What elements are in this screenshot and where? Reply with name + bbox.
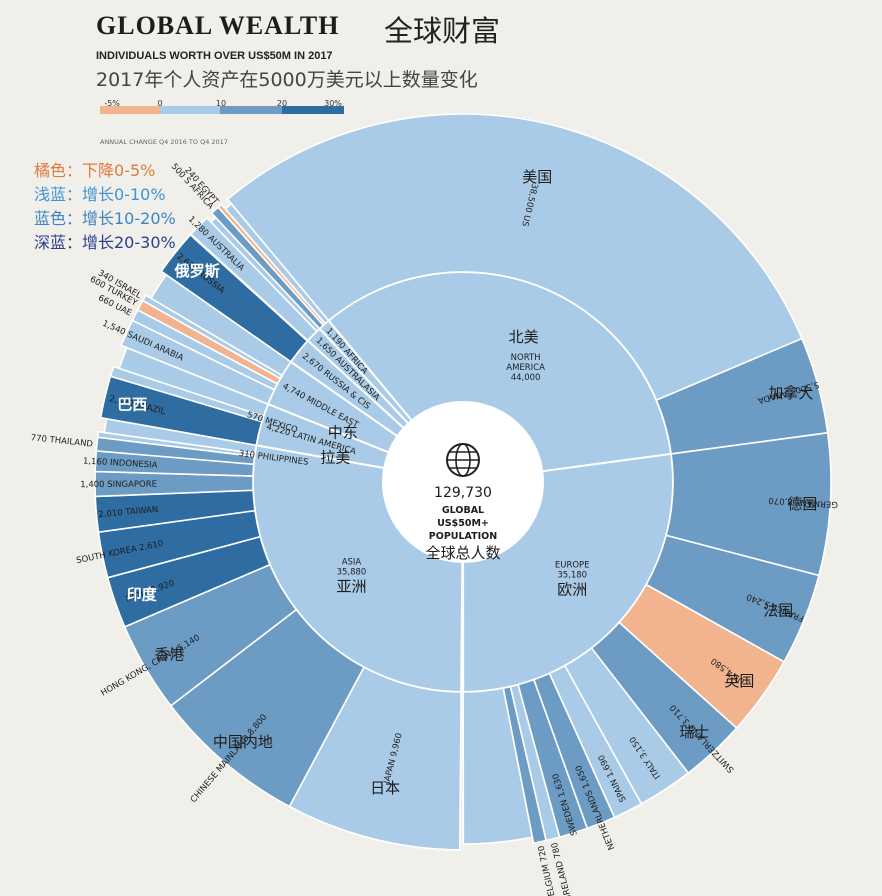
scale-label: -5% bbox=[104, 99, 120, 108]
scale-orange-segment bbox=[100, 106, 160, 114]
country-label-1-160-indonesia: 1,160 INDONESIA bbox=[83, 456, 158, 470]
country-label-zh-5-500-canada: 加拿大 bbox=[768, 384, 813, 402]
country-label-zh-germany-8-070: 德国 bbox=[787, 495, 817, 513]
scale-dark-segment bbox=[282, 106, 344, 114]
region-value-europe: 35,180 bbox=[557, 570, 587, 580]
subtitle-english: INDIVIDUALS WORTH OVER US$50M IN 2017 bbox=[96, 50, 333, 62]
country-label-zh-hong-kong-china-5-140: 香港 bbox=[154, 646, 184, 664]
country-label-zh-france-5-240: 法国 bbox=[763, 601, 793, 619]
region-label-zh-europe: 欧洲 bbox=[557, 580, 587, 598]
center-label-line3: POPULATION bbox=[429, 531, 497, 542]
country-label-zh-2-390-brazil: 巴西 bbox=[117, 395, 147, 413]
change-scale bbox=[100, 104, 344, 116]
country-label-zh-india-2-920: 印度 bbox=[127, 585, 158, 603]
scale-label: 20 bbox=[276, 99, 288, 108]
scale-label: 0 bbox=[157, 99, 163, 108]
region-label-zh-asia: 亚洲 bbox=[336, 578, 366, 596]
scale-label: 30% bbox=[324, 99, 342, 108]
legend-item-orange: 橘色：下降0-5% bbox=[34, 161, 156, 180]
country-label-zh-chinese-mainland-8-800: 中国内地 bbox=[213, 733, 273, 751]
country-label-germany-8-070: GERMANY 8,070 bbox=[768, 495, 838, 509]
scale-note: ANNUAL CHANGE Q4 2016 TO Q4 2017 bbox=[100, 138, 228, 146]
region-value-asia: 35,880 bbox=[337, 568, 367, 578]
country-label-zh-38-500-us: 美国 bbox=[522, 168, 552, 186]
region-value-north-america: 44,000 bbox=[511, 373, 541, 383]
title-english: GLOBAL WEALTH bbox=[96, 11, 340, 40]
center-total-value: 129,730 bbox=[434, 485, 492, 501]
center-label-chinese: 全球总人数 bbox=[425, 544, 500, 562]
scale-label: 10 bbox=[215, 99, 227, 108]
country-arc-38-500-us bbox=[226, 113, 803, 402]
region-label-europe: EUROPE bbox=[555, 560, 590, 570]
scale-light-segment bbox=[160, 106, 220, 114]
country-label-1-400-singapore: 1,400 SINGAPORE bbox=[80, 480, 157, 490]
region-label-zh-north-america: 北美 bbox=[509, 328, 539, 346]
center-disc bbox=[383, 402, 543, 562]
legend-item-light-blue: 浅蓝：增长0-10% bbox=[34, 185, 166, 204]
country-label-zh-2-620-russia: 俄罗斯 bbox=[174, 262, 220, 280]
title-chinese: 全球财富 bbox=[384, 14, 501, 48]
scale-mid-segment bbox=[220, 106, 282, 114]
legend-item-dark-blue: 深蓝：增长20-30% bbox=[34, 233, 176, 252]
subtitle-chinese: 2017年个人资产在5000万美元以上数量变化 bbox=[96, 69, 478, 91]
country-arc-other bbox=[462, 687, 534, 845]
globe-icon bbox=[446, 443, 480, 477]
country-label-770-thailand: 770 THAILAND bbox=[30, 433, 94, 449]
region-label-north-america-line2: AMERICA bbox=[506, 363, 545, 373]
country-label-zh-japan-9-960: 日本 bbox=[370, 779, 400, 797]
legend-item-blue: 蓝色：增长10-20% bbox=[34, 209, 176, 228]
region-label-zh-middle-east: 中东 bbox=[328, 424, 358, 442]
region-label-asia: ASIA bbox=[342, 558, 362, 568]
center-label-line1: GLOBAL bbox=[442, 505, 484, 516]
country-label-zh-uk-4-580: 英国 bbox=[724, 672, 754, 690]
center-label-line2: US$50M+ bbox=[437, 518, 489, 529]
region-label-north-america: NORTH bbox=[511, 353, 541, 363]
country-label-zh-switzerland-3-710: 瑞士 bbox=[679, 723, 709, 741]
region-label-zh-latin-america: 拉美 bbox=[320, 448, 350, 466]
